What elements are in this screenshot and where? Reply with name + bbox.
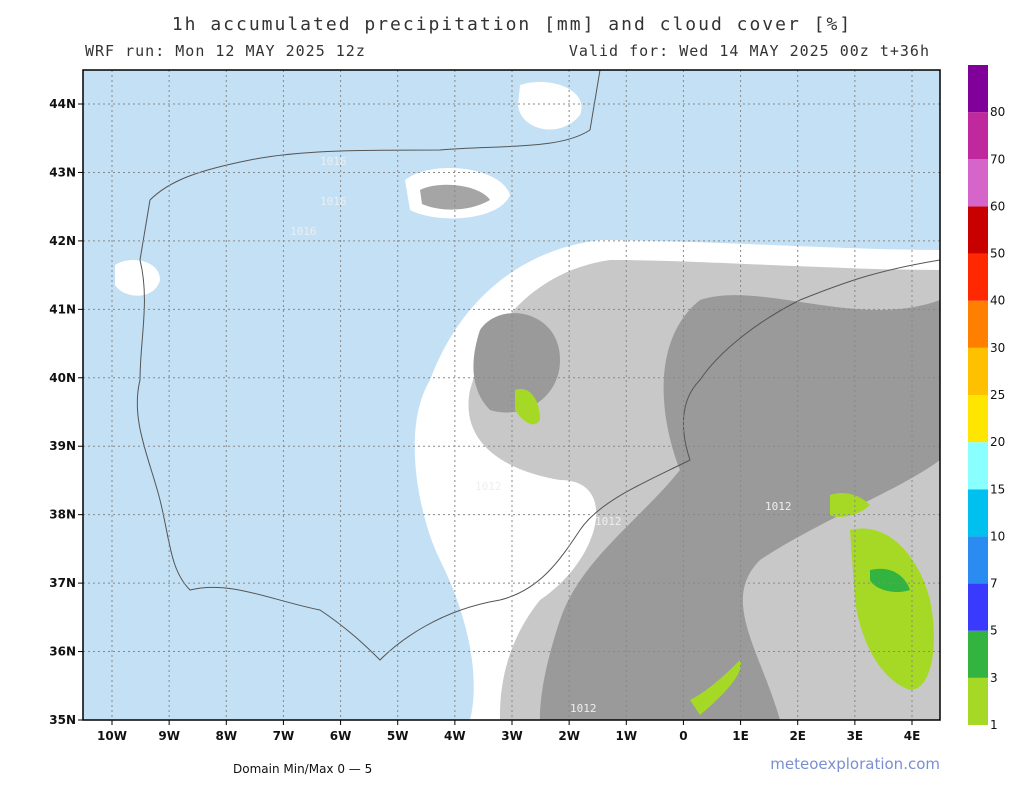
lon-label: 8W — [215, 729, 237, 743]
colorbar-label: 10 — [990, 529, 1005, 543]
colorbar-label: 15 — [990, 482, 1005, 496]
isobar-label: 1012 — [475, 480, 502, 493]
colorbar-label: 20 — [990, 435, 1005, 449]
colorbar-segment — [968, 536, 988, 584]
lon-label: 5W — [387, 729, 409, 743]
colorbar-segment — [968, 65, 988, 113]
lon-label: 4W — [444, 729, 466, 743]
lon-label: 4E — [904, 729, 921, 743]
colorbar-label: 30 — [990, 341, 1005, 355]
isobar-label: 1016 — [290, 225, 317, 238]
isobar-label: 1012 — [570, 702, 597, 715]
lon-label: 6W — [330, 729, 352, 743]
lat-label: 36N — [49, 645, 76, 659]
colorbar-segment — [968, 442, 988, 490]
valid-time: Valid for: Wed 14 MAY 2025 00z t+36h — [569, 42, 930, 60]
colorbar-label: 3 — [990, 671, 998, 685]
lon-label: 0 — [679, 729, 687, 743]
colorbar-segment — [968, 253, 988, 301]
colorbar-segment — [968, 395, 988, 443]
lat-label: 37N — [49, 576, 76, 590]
lat-label: 40N — [49, 371, 76, 385]
lon-label: 1W — [615, 729, 637, 743]
colorbar-label: 5 — [990, 624, 998, 638]
lat-label: 44N — [49, 97, 76, 111]
lat-label: 43N — [49, 165, 76, 179]
lat-label: 35N — [49, 713, 76, 727]
run-time: WRF run: Mon 12 MAY 2025 12z — [85, 42, 366, 60]
isobar-label: 1016 — [320, 195, 347, 208]
colorbar-label: 80 — [990, 105, 1005, 119]
isobar-label: 1016 — [320, 155, 347, 168]
colorbar-segment — [968, 583, 988, 631]
colorbar-label: 70 — [990, 152, 1005, 166]
graticule — [83, 70, 940, 720]
lat-label: 39N — [49, 439, 76, 453]
colorbar-segment — [968, 630, 988, 678]
colorbar-segment — [968, 347, 988, 395]
lon-label: 7W — [273, 729, 295, 743]
lon-label: 2W — [558, 729, 580, 743]
colorbar-label: 1 — [990, 718, 998, 732]
map — [83, 70, 940, 720]
colorbar-label: 25 — [990, 388, 1005, 402]
lon-label: 1E — [732, 729, 749, 743]
isobar-label: 1012 — [765, 500, 792, 513]
colorbar-label: 50 — [990, 247, 1005, 261]
lon-label: 10W — [97, 729, 127, 743]
lat-label: 38N — [49, 508, 76, 522]
isobar-label: 1012 — [595, 515, 622, 528]
colorbar-label: 60 — [990, 199, 1005, 213]
lon-label: 9W — [158, 729, 180, 743]
colorbar-segment — [968, 159, 988, 207]
lat-label: 42N — [49, 234, 76, 248]
colorbar-segment — [968, 112, 988, 160]
lon-label: 3E — [847, 729, 864, 743]
domain-minmax: Domain Min/Max 0 — 5 — [233, 762, 372, 776]
colorbar-segment — [968, 489, 988, 537]
colorbar-label: 40 — [990, 294, 1005, 308]
lon-label: 3W — [501, 729, 523, 743]
colorbar-segment — [968, 300, 988, 348]
colorbar-segment — [968, 677, 988, 725]
lon-label: 2E — [789, 729, 806, 743]
lat-label: 41N — [49, 302, 76, 316]
site-credit: meteoexploration.com — [770, 755, 940, 773]
title: 1h accumulated precipitation [mm] and cl… — [172, 14, 852, 35]
colorbar-label: 7 — [990, 577, 998, 591]
colorbar-segment — [968, 206, 988, 254]
